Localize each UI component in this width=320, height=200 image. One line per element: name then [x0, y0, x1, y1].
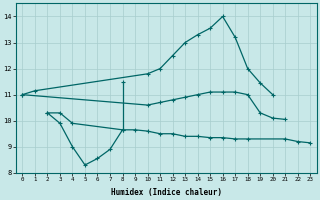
- X-axis label: Humidex (Indice chaleur): Humidex (Indice chaleur): [111, 188, 222, 197]
